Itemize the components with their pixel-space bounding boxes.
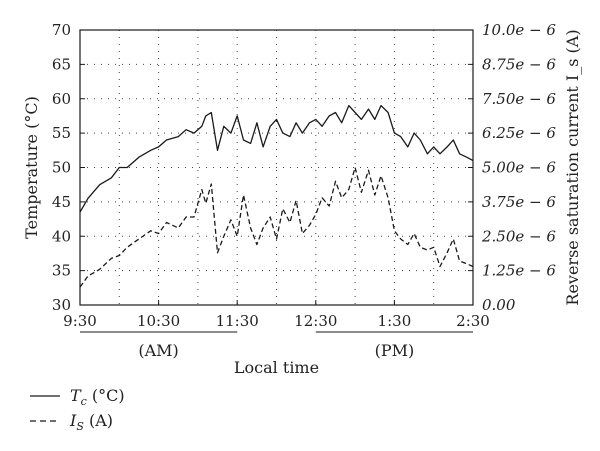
tick-layer: 30 0.00 35 1.25e − 6 40 2.50e − 6 45 3.75e − 6 5… — [52, 21, 556, 330]
x-tick-label: 1:30 — [378, 312, 412, 330]
y-right-tick-label: 3.75e − 6 — [482, 193, 556, 211]
y-right-tick-label: 8.75e − 6 — [482, 55, 556, 73]
series-layer — [79, 104, 474, 288]
y-left-tick-label: 35 — [52, 262, 71, 280]
x-tick-label: 10:30 — [137, 312, 180, 330]
x-axis-label: Local time — [234, 358, 319, 377]
y-right-tick-label: 7.50e − 6 — [482, 90, 556, 108]
legend: Tc (°C) IS (A) — [30, 386, 125, 433]
legend-is-entry: IS (A) — [69, 411, 113, 433]
y-left-tick-label: 50 — [52, 159, 71, 177]
y-axis-right-label: Reverse saturation current I_s (A) — [563, 29, 582, 305]
y-left-tick-label: 60 — [52, 90, 71, 108]
pm-label: (PM) — [375, 341, 415, 360]
grid — [80, 30, 473, 305]
y-left-tick-label: 30 — [52, 296, 71, 314]
y-right-tick-label: 6.25e − 6 — [482, 124, 556, 142]
legend-tc-subscript: c — [81, 395, 87, 408]
y-right-tick-label: 1.25e − 6 — [482, 262, 556, 280]
legend-tc-symbol: T — [70, 386, 82, 405]
y-right-tick-label: 10.0e − 6 — [482, 21, 556, 39]
am-label: (AM) — [138, 341, 178, 360]
y-right-tick-label: 5.00e − 6 — [482, 159, 556, 177]
y-axis-left-label: Temperature (°C) — [22, 96, 41, 239]
series-line-is — [79, 166, 474, 288]
x-tick-label: 11:30 — [216, 312, 259, 330]
legend-is-subscript: S — [76, 420, 84, 433]
x-tick-label: 12:30 — [294, 312, 337, 330]
legend-is-symbol: I — [69, 411, 77, 430]
legend-tc-entry: Tc (°C) — [70, 386, 125, 408]
legend-tc-unit: (°C) — [87, 386, 125, 405]
y-left-tick-label: 70 — [52, 21, 71, 39]
y-left-tick-label: 65 — [52, 55, 71, 73]
y-left-tick-label: 55 — [52, 124, 71, 142]
y-left-tick-label: 40 — [52, 227, 71, 245]
series-line-tc — [79, 104, 474, 213]
y-left-tick-label: 45 — [52, 193, 71, 211]
legend-is-unit: (A) — [84, 411, 113, 430]
x-tick-label: 2:30 — [456, 312, 490, 330]
x-tick-label: 9:30 — [63, 312, 97, 330]
y-right-tick-label: 2.50e − 6 — [481, 227, 556, 245]
y-right-tick-label: 0.00 — [482, 296, 516, 314]
